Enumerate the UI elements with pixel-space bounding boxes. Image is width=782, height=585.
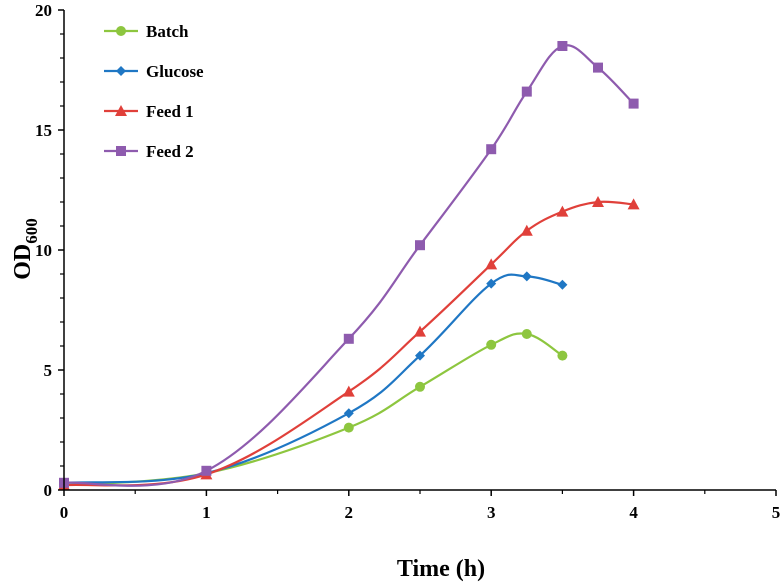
y-tick-label: 5 xyxy=(44,361,53,380)
data-point-feed-2 xyxy=(415,240,425,251)
series-line-glucose xyxy=(63,273,563,484)
data-point-feed-1 xyxy=(520,224,533,236)
data-point-feed-1 xyxy=(627,198,640,210)
legend-label-glucose: Glucose xyxy=(146,62,204,81)
y-axis-title-subscript: 600 xyxy=(22,218,41,244)
legend-label-feed-2: Feed 2 xyxy=(146,142,194,161)
y-axis-title-main: OD xyxy=(10,244,36,280)
legend-entry-glucose: Glucose xyxy=(104,62,204,81)
data-point-glucose xyxy=(415,350,425,361)
y-tick-label: 20 xyxy=(35,1,52,20)
series-line-batch xyxy=(63,332,564,487)
data-point-feed-2 xyxy=(486,144,497,155)
x-tick-label: 1 xyxy=(202,503,211,522)
data-point-feed-2 xyxy=(201,465,212,476)
data-point-glucose xyxy=(343,408,354,419)
data-point-glucose xyxy=(486,278,497,289)
series-batch xyxy=(59,329,568,491)
x-tick-label: 2 xyxy=(345,503,354,522)
legend-entry-feed-1: Feed 1 xyxy=(104,102,194,121)
legend: Batch Glucose Feed 1 Feed 2 xyxy=(104,22,204,161)
data-point-batch xyxy=(521,329,532,339)
legend-label-feed-1: Feed 1 xyxy=(146,102,194,121)
data-point-batch xyxy=(415,381,425,392)
data-point-feed-1 xyxy=(342,385,355,397)
data-point-batch xyxy=(557,350,568,361)
data-point-feed-1 xyxy=(592,196,604,207)
legend-marker-batch xyxy=(116,26,126,36)
data-point-feed-2 xyxy=(593,62,603,73)
x-tick-label: 3 xyxy=(487,503,496,522)
data-point-glucose xyxy=(557,279,568,290)
data-point-feed-2 xyxy=(521,86,532,97)
ticks-layer: 0 1 2 3 4 5 0 5 10 15 20 xyxy=(35,1,780,522)
data-point-feed-1 xyxy=(414,325,426,337)
legend-marker-feed-2 xyxy=(116,146,126,156)
data-point-feed-2 xyxy=(628,98,639,109)
series-glucose xyxy=(59,271,568,488)
data-point-batch xyxy=(486,339,497,350)
legend-entry-feed-2: Feed 2 xyxy=(104,142,194,161)
legend-entry-batch: Batch xyxy=(104,22,189,41)
y-tick-label: 10 xyxy=(35,241,52,260)
legend-marker-feed-1 xyxy=(115,105,127,116)
data-point-feed-1 xyxy=(556,205,569,217)
data-point-feed-2 xyxy=(343,333,354,344)
y-tick-label: 0 xyxy=(44,481,53,500)
series-layer xyxy=(58,41,640,491)
legend-label-batch: Batch xyxy=(146,22,189,41)
y-axis-title: OD600 xyxy=(10,218,41,280)
data-point-feed-1 xyxy=(485,258,498,270)
x-tick-label: 4 xyxy=(629,503,638,522)
legend-marker-glucose xyxy=(116,66,126,76)
data-point-batch xyxy=(343,422,354,433)
x-axis-title: Time (h) xyxy=(397,556,485,582)
series-line-feed-2 xyxy=(63,44,635,487)
x-tick-label: 0 xyxy=(60,503,69,522)
data-point-glucose xyxy=(521,271,532,282)
y-tick-label: 15 xyxy=(35,121,52,140)
x-tick-label: 5 xyxy=(772,503,781,522)
data-point-feed-2 xyxy=(557,41,568,51)
